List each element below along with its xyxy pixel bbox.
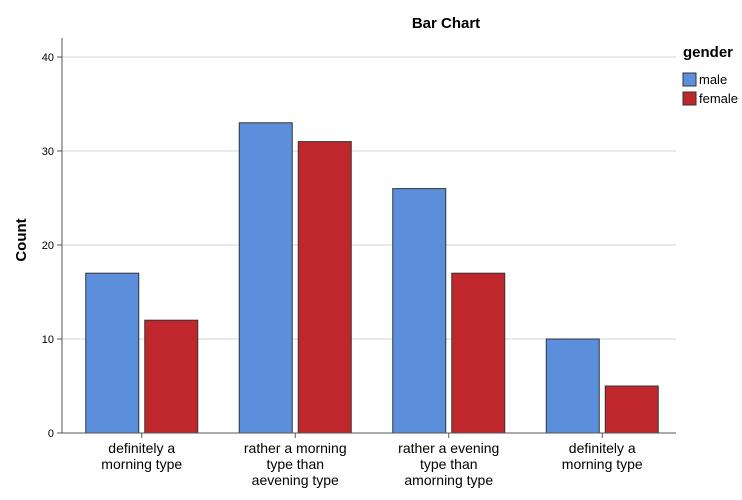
- bar-male-0: [85, 272, 140, 434]
- x-tick-label: rather a morning type than aevening type: [244, 440, 347, 488]
- y-tick-label: 30: [42, 146, 54, 158]
- legend: gender male female: [682, 44, 738, 106]
- x-tick-label: definitely a morning type: [101, 440, 182, 472]
- y-tick-label: 0: [48, 428, 54, 440]
- y-tick-label: 40: [42, 52, 54, 64]
- legend-label-male: male: [699, 72, 727, 87]
- legend-title: gender: [683, 44, 733, 61]
- x-tick-label: rather a evening type than amorning type: [398, 440, 499, 488]
- chart-title: Bar Chart: [412, 15, 480, 32]
- bar-female-2: [451, 272, 506, 434]
- legend-label-female: female: [699, 91, 738, 106]
- bar-male-3: [545, 338, 600, 434]
- axes: 0 10 20 30 40: [42, 38, 676, 440]
- bar-female-1: [297, 141, 352, 434]
- bar-female-3: [604, 385, 659, 434]
- y-tick-label: 10: [42, 334, 54, 346]
- bar-male-1: [238, 122, 293, 434]
- y-tick-label: 20: [42, 240, 54, 252]
- x-tick-labels: definitely a morning type rather a morning…: [101, 440, 643, 488]
- y-axis-label: Count: [13, 218, 30, 261]
- gridlines: [62, 56, 676, 340]
- x-tick-label: definitely a morning type: [562, 440, 643, 472]
- legend-swatch-male: [682, 72, 697, 87]
- bar-female-0: [144, 319, 199, 434]
- bar-male-2: [392, 188, 447, 434]
- bars: [85, 122, 659, 434]
- legend-swatch-female: [682, 91, 697, 106]
